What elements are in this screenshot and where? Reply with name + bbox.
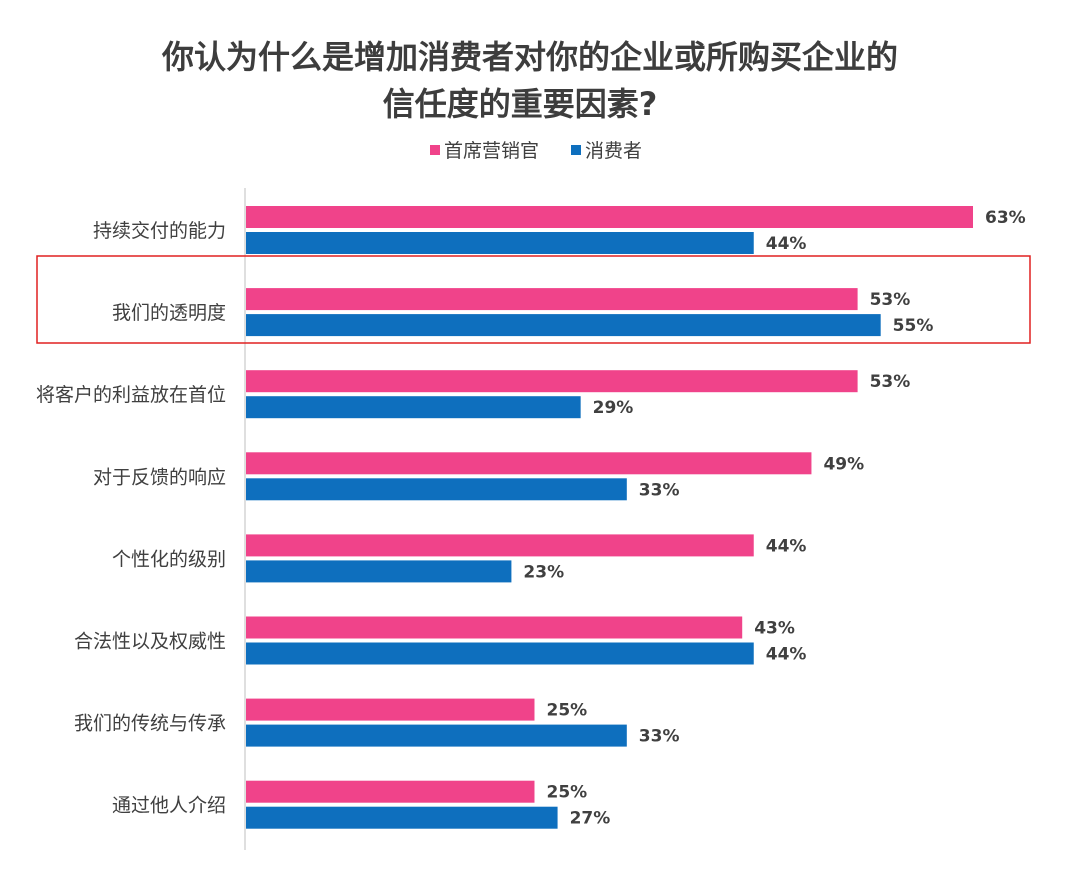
category-label: 将客户的利益放在首位 bbox=[36, 384, 226, 406]
bar-consumer bbox=[246, 806, 558, 829]
data-label-cmo: 49% bbox=[823, 454, 864, 474]
bar-cmo bbox=[246, 206, 973, 228]
bar-cmo bbox=[246, 370, 858, 393]
bar-cmo bbox=[246, 780, 535, 803]
data-label-cmo: 43% bbox=[754, 619, 795, 639]
legend-swatch-cmo bbox=[430, 145, 440, 155]
data-label-consumer: 44% bbox=[766, 234, 807, 254]
data-label-cmo: 53% bbox=[870, 290, 911, 310]
data-label-cmo: 63% bbox=[985, 208, 1026, 228]
data-label-consumer: 29% bbox=[593, 398, 634, 418]
bar-consumer bbox=[246, 396, 581, 419]
category-label: 对于反馈的响应 bbox=[93, 466, 226, 488]
bar-cmo bbox=[246, 616, 743, 639]
category-label: 合法性以及权威性 bbox=[74, 631, 226, 653]
chart-title-line-2: 信任度的重要因素? bbox=[383, 85, 658, 123]
data-label-cmo: 25% bbox=[546, 701, 587, 721]
category-label: 持续交付的能力 bbox=[93, 220, 226, 242]
data-label-consumer: 44% bbox=[766, 645, 807, 665]
data-label-consumer: 27% bbox=[570, 809, 611, 829]
data-label-cmo: 53% bbox=[870, 372, 911, 392]
data-label-consumer: 55% bbox=[893, 316, 934, 336]
data-label-consumer: 33% bbox=[639, 727, 680, 747]
bar-consumer bbox=[246, 560, 512, 583]
legend-swatch-consumer bbox=[571, 145, 581, 155]
bar-cmo bbox=[246, 698, 535, 721]
chart-title-line-1: 你认为什么是增加消费者对你的企业或所购买企业的 bbox=[161, 38, 898, 76]
data-label-consumer: 23% bbox=[523, 562, 564, 582]
bars: 持续交付的能力 63% 44% 我们的透明度 53% 55% 将客户的利益放在首位 53% 29… bbox=[36, 206, 1026, 829]
bar-cmo bbox=[246, 452, 812, 475]
bar-consumer bbox=[246, 642, 754, 665]
bar-cmo bbox=[246, 534, 754, 557]
data-label-cmo: 44% bbox=[766, 536, 807, 556]
category-label: 通过他人介绍 bbox=[112, 795, 226, 817]
bar-consumer bbox=[246, 724, 627, 747]
bar-consumer bbox=[246, 232, 754, 254]
highlight-box bbox=[36, 255, 1031, 344]
legend-label-cmo: 首席营销官 bbox=[444, 140, 539, 162]
data-label-cmo: 25% bbox=[546, 783, 587, 803]
category-label: 个性化的级别 bbox=[112, 548, 226, 570]
bar-consumer bbox=[246, 478, 627, 501]
data-label-consumer: 33% bbox=[639, 480, 680, 500]
legend: 首席营销官 消费者 bbox=[430, 140, 642, 162]
bar-cmo bbox=[246, 288, 858, 311]
legend-label-consumer: 消费者 bbox=[585, 140, 642, 162]
category-label: 我们的透明度 bbox=[112, 302, 226, 324]
category-label: 我们的传统与传承 bbox=[74, 713, 226, 735]
bar-consumer bbox=[246, 314, 881, 337]
